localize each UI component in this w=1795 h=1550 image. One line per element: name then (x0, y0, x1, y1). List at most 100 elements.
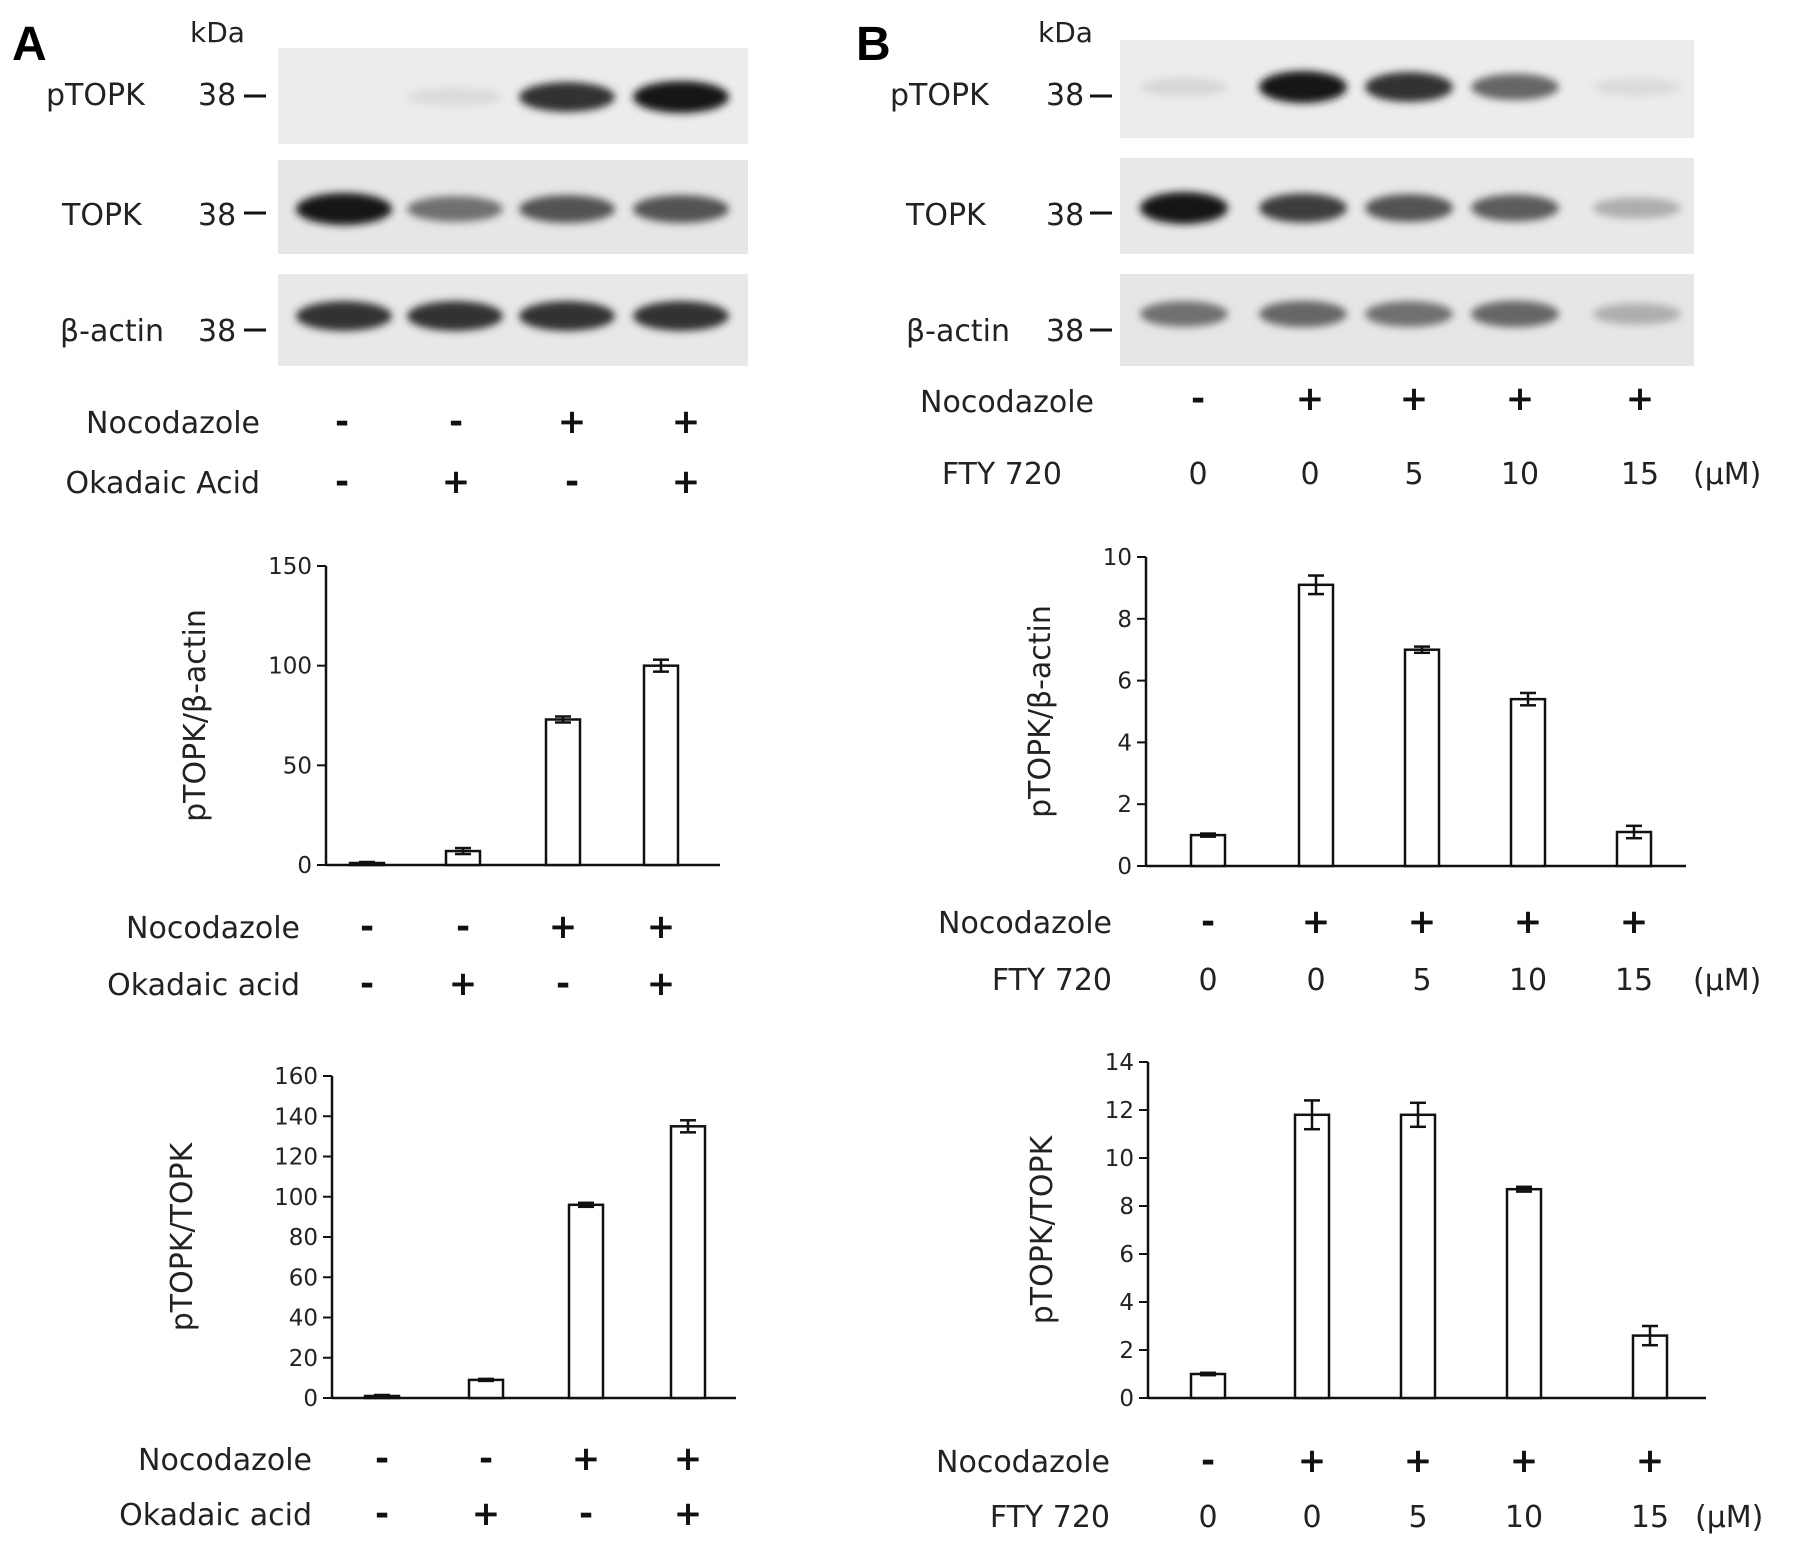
bar (1189, 833, 1227, 868)
y-tick-label: 140 (274, 1104, 318, 1130)
y-tick-label: 20 (289, 1346, 318, 1372)
bar (1505, 1187, 1543, 1400)
condition-label: Nocodazole (126, 911, 300, 946)
condition-value: 10 (1505, 1500, 1543, 1535)
y-tick-label: 150 (268, 554, 312, 580)
panel-b-letter: B (856, 18, 891, 71)
blot-band (296, 301, 392, 331)
condition-value: + (1510, 1441, 1539, 1481)
y-tick-label: 120 (274, 1145, 318, 1171)
y-tick-label: 50 (283, 753, 312, 779)
condition-value: - (360, 964, 374, 1004)
condition-value: + (672, 402, 701, 442)
condition-value: + (1506, 379, 1535, 419)
condition-value: - (335, 402, 349, 442)
blot-b-row-label-topk: TOPK (905, 198, 987, 233)
blot-band (1593, 197, 1681, 219)
condition-value: 10 (1501, 457, 1539, 492)
y-tick-label: 0 (297, 853, 312, 879)
error-bar (1642, 1324, 1658, 1347)
bar (467, 1378, 505, 1400)
condition-value: 0 (1198, 1500, 1217, 1535)
condition-value: + (549, 907, 578, 947)
condition-value: 15 (1615, 963, 1653, 998)
error-bar (1414, 645, 1430, 655)
y-axis-label: pTOPK/TOPK (165, 1141, 200, 1331)
condition-value: 0 (1302, 1500, 1321, 1535)
blot-band (519, 82, 615, 112)
error-bar (1516, 1185, 1532, 1193)
y-tick-label: 100 (268, 654, 312, 680)
chart-b-ptopk-topk: 0 2 4 6 8 10 12 14 pTOPK/TOPK Nocodazole - + + + + FTY … (936, 1050, 1763, 1535)
error-bar (478, 1377, 494, 1383)
blot-band (1593, 77, 1681, 97)
error-bar (1200, 1371, 1216, 1377)
condition-value: 0 (1306, 963, 1325, 998)
blot-b-row-marker-ptopk: 38 (1046, 78, 1084, 113)
blot-a-row-label-actin: β-actin (60, 314, 164, 349)
condition-value: - (456, 907, 470, 947)
blot-a-row-marker-ptopk: 38 (198, 78, 236, 113)
blot-a-row-marker-actin: 38 (198, 314, 236, 349)
y-tick-label: 8 (1117, 607, 1132, 633)
condition-value: - (565, 462, 579, 502)
blot-band (296, 193, 392, 225)
blot-b-row-marker-topk: 38 (1046, 198, 1084, 233)
blot-band (1140, 77, 1228, 97)
y-tick-label: 4 (1117, 730, 1132, 756)
bar (1509, 697, 1547, 868)
condition-value: + (1296, 379, 1325, 419)
blot-band (1259, 300, 1347, 328)
y-tick-label: 0 (1117, 854, 1132, 880)
y-tick-label: 10 (1105, 1146, 1134, 1172)
condition-value: - (1201, 902, 1215, 942)
blot-band (1259, 71, 1347, 103)
condition-label: FTY 720 (990, 1500, 1110, 1535)
blot-a-condition-signs: - - + + - + - + (335, 402, 700, 502)
blot-b-conditions: Nocodazole FTY 720 - + + + +0 0 5 10 15 (μM) (920, 379, 1761, 492)
condition-value: - (375, 1494, 389, 1534)
bar (1399, 1113, 1437, 1400)
condition-value: - (375, 1439, 389, 1479)
bar (544, 718, 582, 867)
condition-label: Okadaic acid (107, 968, 300, 1003)
condition-label: Nocodazole (138, 1443, 312, 1478)
condition-label: FTY 720 (942, 457, 1062, 492)
bar (1189, 1372, 1227, 1400)
error-bar (578, 1201, 594, 1209)
condition-value: + (647, 907, 676, 947)
bar (1297, 583, 1335, 868)
blot-a-row-label-topk: TOPK (61, 198, 143, 233)
chart-a-ptopk-topk: 0 20 40 60 80 100 120 140 160 pTOPK/TOPK Nocodazol… (119, 1064, 736, 1534)
condition-value: + (572, 1439, 601, 1479)
blot-a-row-label-ptopk: pTOPK (46, 78, 146, 113)
blot-band (1365, 301, 1453, 327)
y-axis-label: pTOPK/TOPK (1025, 1134, 1060, 1324)
y-tick-label: 6 (1117, 669, 1132, 695)
error-bar (359, 860, 375, 866)
blot-a-conditions: Nocodazole Okadaic Acid - - + + - + - + (65, 402, 700, 502)
condition-value: + (558, 402, 587, 442)
y-tick-label: 0 (1119, 1386, 1134, 1412)
condition-value: - (579, 1494, 593, 1534)
blot-band (1471, 194, 1559, 222)
condition-value: 5 (1408, 1500, 1427, 1535)
bar (1293, 1113, 1331, 1400)
error-bar (1200, 832, 1216, 838)
blot-a-row-marker-topk: 38 (198, 198, 236, 233)
condition-value: + (1302, 902, 1331, 942)
unit-label: (μM) (1695, 1500, 1763, 1535)
blot-band (1365, 72, 1453, 102)
error-bar (653, 658, 669, 673)
condition-label: Nocodazole (920, 385, 1094, 420)
condition-value: + (1400, 379, 1429, 419)
bar (1615, 830, 1653, 868)
condition-value: - (360, 907, 374, 947)
condition-value: - (449, 402, 463, 442)
y-tick-label: 2 (1117, 792, 1132, 818)
condition-value: 5 (1404, 457, 1423, 492)
blot-band (1140, 301, 1228, 327)
bar (669, 1125, 707, 1400)
condition-value: - (1191, 379, 1205, 419)
error-bar (1520, 691, 1536, 707)
